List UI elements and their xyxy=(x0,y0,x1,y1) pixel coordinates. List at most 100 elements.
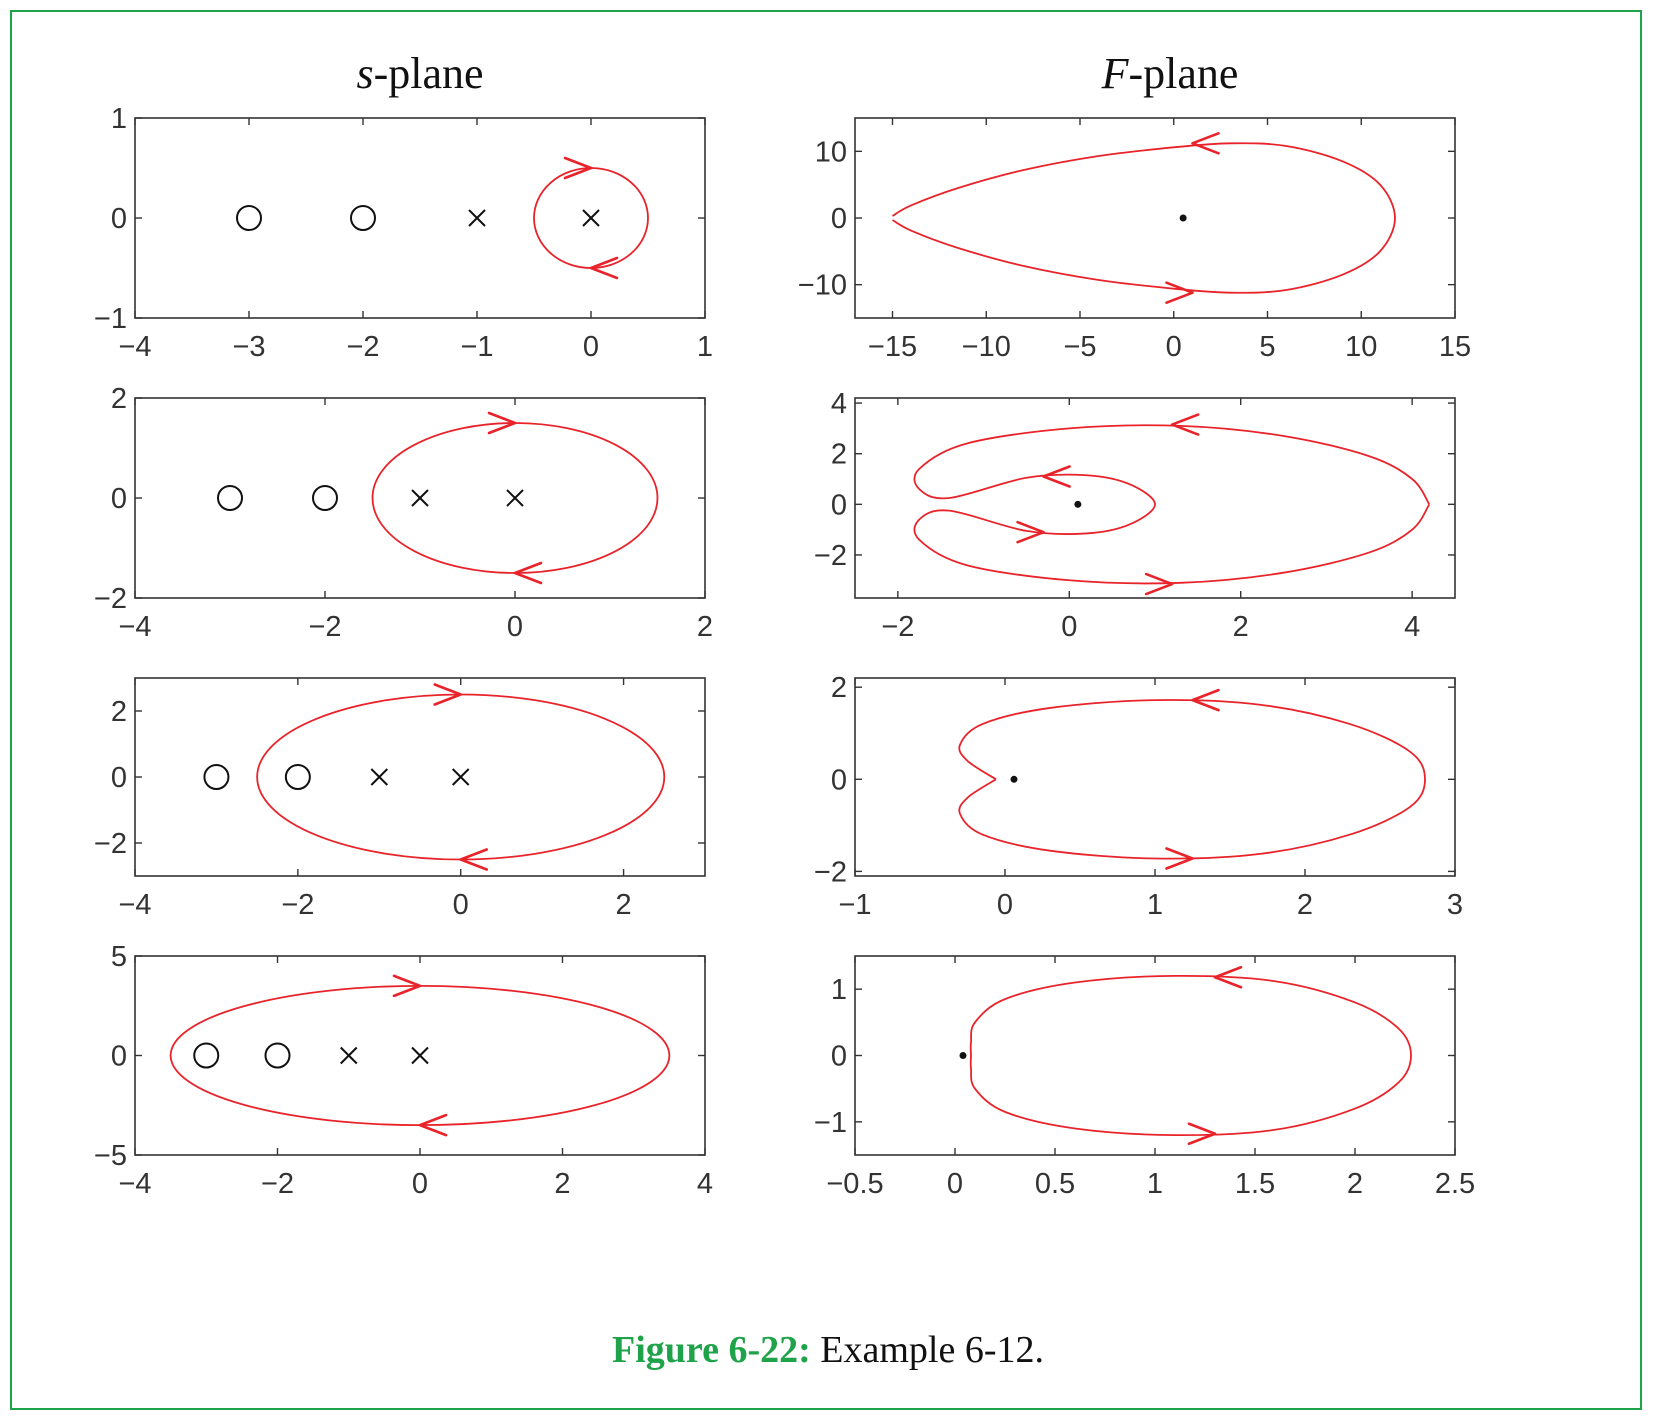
column-title-s-plane: s-plane xyxy=(356,49,483,98)
x-tick-label: 0.5 xyxy=(1035,1168,1075,1200)
direction-arrow xyxy=(433,683,463,706)
y-tick-label: 2 xyxy=(831,672,847,704)
pole-stroke xyxy=(506,489,524,507)
x-tick-label: −4 xyxy=(118,331,151,363)
x-tick-label: −3 xyxy=(232,331,265,363)
y-tick-label: −10 xyxy=(798,270,847,302)
contour-curve xyxy=(913,424,1431,585)
y-tick-label: −2 xyxy=(94,828,127,860)
origin-point xyxy=(1010,775,1018,783)
pole-marker xyxy=(506,489,524,507)
direction-arrow xyxy=(1191,688,1220,712)
caption-label: Figure 6-22: xyxy=(612,1329,811,1371)
x-tick-label: 0 xyxy=(1061,611,1077,643)
x-tick-label: −15 xyxy=(868,331,917,363)
x-tick-label: 1 xyxy=(1147,889,1163,921)
direction-arrow xyxy=(1042,465,1071,488)
zero-marker xyxy=(203,764,230,790)
direction-arrow xyxy=(418,1113,448,1137)
panel-F2: −2 0 2 4 −2 0 2 4 xyxy=(814,388,1456,643)
x-tick-label: 10 xyxy=(1345,331,1377,363)
x-tick-label: −0.5 xyxy=(826,1168,883,1200)
origin-point xyxy=(1074,500,1082,508)
axes-box xyxy=(854,677,1456,877)
y-tick-label: 10 xyxy=(815,136,847,168)
direction-arrow xyxy=(589,256,619,280)
y-tick-label: −5 xyxy=(94,1140,127,1172)
pole-marker xyxy=(411,1046,429,1065)
x-tick-label: 2 xyxy=(1347,1168,1363,1200)
pole-marker xyxy=(370,768,388,786)
pole-stroke xyxy=(411,489,429,507)
x-tick-label: −5 xyxy=(1063,331,1096,363)
direction-arrow xyxy=(1165,281,1194,304)
panel-s4: −4 −2 0 2 4 −5 0 5 xyxy=(94,941,713,1200)
y-tick-label: −2 xyxy=(94,583,127,615)
zero-marker xyxy=(312,485,338,511)
contour-curve xyxy=(958,699,1426,860)
pole-stroke xyxy=(370,768,388,786)
x-tick-label: 0 xyxy=(412,1168,428,1200)
title-variable: s xyxy=(356,49,373,98)
x-tick-label: −4 xyxy=(118,889,151,921)
x-tick-label: −2 xyxy=(346,331,379,363)
zero-marker xyxy=(350,205,376,231)
y-tick-label: 2 xyxy=(831,439,847,471)
pole-marker xyxy=(468,209,486,227)
x-tick-label: 2 xyxy=(697,611,713,643)
pole-marker xyxy=(452,768,470,786)
x-tick-label: 2.5 xyxy=(1435,1168,1475,1200)
y-tick-label: 0 xyxy=(831,489,847,521)
direction-arrow xyxy=(1016,520,1045,544)
direction-arrow xyxy=(459,848,489,871)
axes-box xyxy=(854,117,1456,319)
x-tick-label: 0 xyxy=(1166,331,1182,363)
pole-stroke xyxy=(411,1046,429,1065)
direction-arrow xyxy=(1191,132,1220,155)
zero-marker xyxy=(264,1042,291,1069)
x-tick-label: 0 xyxy=(947,1168,963,1200)
y-tick-label: 0 xyxy=(831,1041,847,1073)
direction-arrow xyxy=(513,561,543,585)
direction-arrow xyxy=(563,156,593,180)
x-tick-label: −1 xyxy=(460,331,493,363)
axes-box xyxy=(854,955,1456,1156)
column-title-F-plane: F-plane xyxy=(1101,49,1239,98)
axes-box xyxy=(134,117,706,319)
pole-stroke xyxy=(452,768,470,786)
title-rest: -plane xyxy=(1128,49,1238,98)
direction-arrow xyxy=(392,974,422,998)
panel-F3: −1 0 1 2 3 −2 0 2 xyxy=(814,672,1463,921)
caption-text: Example 6-12. xyxy=(810,1329,1044,1371)
x-tick-label: 4 xyxy=(697,1168,713,1200)
zero-marker xyxy=(284,764,311,790)
title-variable: F xyxy=(1101,49,1130,98)
x-tick-label: 5 xyxy=(1259,331,1275,363)
direction-arrow xyxy=(1144,572,1174,596)
y-tick-label: −1 xyxy=(94,303,127,335)
pole-marker xyxy=(340,1046,358,1065)
zero-marker xyxy=(236,205,262,231)
pole-marker xyxy=(411,489,429,507)
x-tick-label: −2 xyxy=(308,611,341,643)
y-tick-label: 0 xyxy=(831,203,847,235)
x-tick-label: 1 xyxy=(697,331,713,363)
x-tick-label: 15 xyxy=(1439,331,1471,363)
pole-stroke xyxy=(340,1046,358,1065)
x-tick-label: 4 xyxy=(1404,611,1420,643)
x-tick-label: 2 xyxy=(1297,889,1313,921)
y-tick-label: 0 xyxy=(111,762,127,794)
x-tick-label: 0 xyxy=(453,889,469,921)
x-tick-label: −2 xyxy=(281,889,314,921)
y-tick-label: 0 xyxy=(111,483,127,515)
title-rest: -plane xyxy=(374,49,484,98)
y-tick-label: −1 xyxy=(814,1107,847,1139)
pole-stroke xyxy=(468,209,486,227)
panel-s3: −4 −2 0 2 −2 0 2 xyxy=(94,677,706,921)
panel-F1: −15 −10 −5 0 5 10 15 −10 0 10 xyxy=(798,117,1471,363)
y-tick-label: 5 xyxy=(111,941,127,973)
x-tick-label: 1.5 xyxy=(1235,1168,1275,1200)
origin-point xyxy=(1179,214,1187,222)
x-tick-label: −2 xyxy=(881,611,914,643)
